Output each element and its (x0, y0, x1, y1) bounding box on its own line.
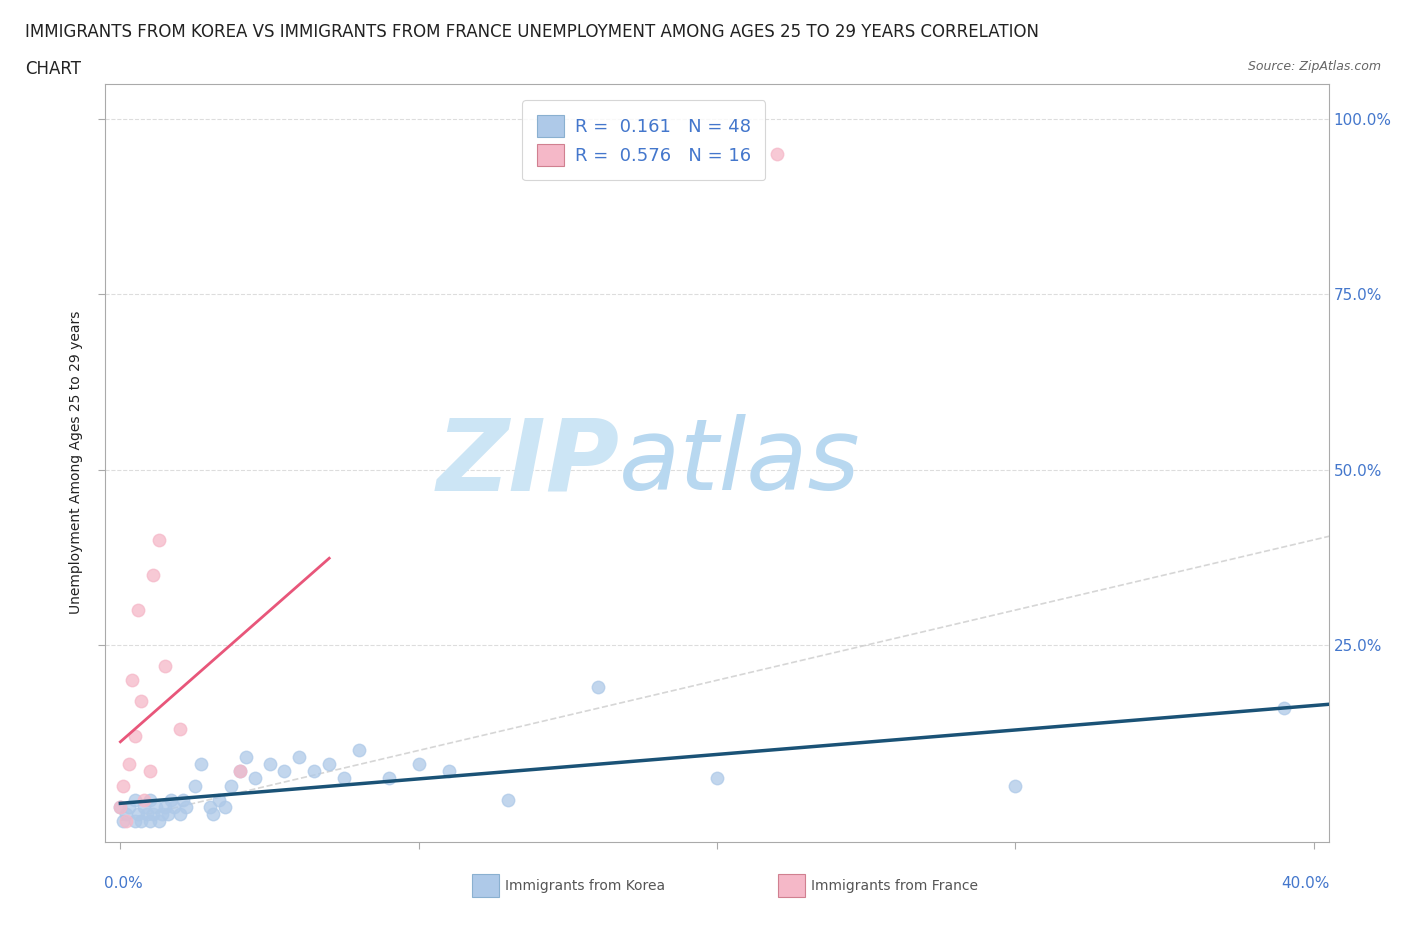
Text: 40.0%: 40.0% (1281, 876, 1330, 891)
Text: 0.0%: 0.0% (104, 876, 143, 891)
FancyBboxPatch shape (779, 874, 806, 897)
Text: ZIP: ZIP (436, 414, 619, 512)
Text: Source: ZipAtlas.com: Source: ZipAtlas.com (1247, 60, 1381, 73)
Text: CHART: CHART (25, 60, 82, 78)
FancyBboxPatch shape (472, 874, 499, 897)
Text: atlas: atlas (619, 414, 860, 512)
Legend: R =  0.161   N = 48, R =  0.576   N = 16: R = 0.161 N = 48, R = 0.576 N = 16 (522, 100, 765, 180)
Text: Immigrants from Korea: Immigrants from Korea (505, 879, 665, 893)
Text: Immigrants from France: Immigrants from France (811, 879, 979, 893)
Y-axis label: Unemployment Among Ages 25 to 29 years: Unemployment Among Ages 25 to 29 years (69, 311, 83, 615)
Text: IMMIGRANTS FROM KOREA VS IMMIGRANTS FROM FRANCE UNEMPLOYMENT AMONG AGES 25 TO 29: IMMIGRANTS FROM KOREA VS IMMIGRANTS FROM… (25, 23, 1039, 41)
